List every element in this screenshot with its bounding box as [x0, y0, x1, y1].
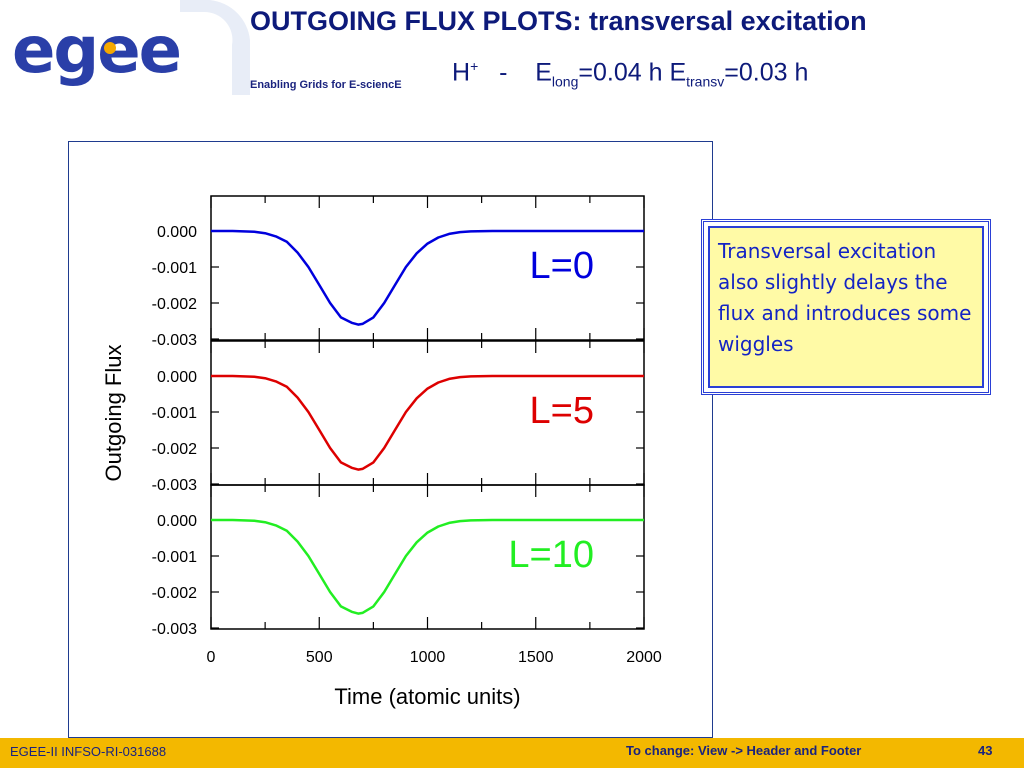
- panel-1-ytick-label: -0.001: [152, 405, 197, 422]
- panel-2-ytick-label: -0.002: [152, 585, 197, 602]
- footer-bar: EGEE-II INFSO-RI-031688 To change: View …: [0, 738, 1024, 768]
- chart-frame: 0.000 -0.001 -0.002 -0.003 L=0 0.000 -0.001 -0.…: [68, 141, 713, 738]
- e-long-value: =0.04 h: [578, 58, 663, 87]
- panel-0-ytick-label: 0.000: [157, 224, 197, 241]
- panel-2-ytick-label: -0.001: [152, 549, 197, 566]
- panel-0-ytick-label: -0.001: [152, 260, 197, 277]
- egee-logo: egee: [0, 0, 250, 95]
- tagline: Enabling Grids for E-sciencE: [250, 79, 402, 91]
- e-transv-symbol: E: [669, 58, 687, 87]
- xtick-label: 1500: [518, 649, 554, 666]
- series-2-line: [211, 518, 644, 615]
- subtitle-dash: -: [499, 58, 508, 87]
- note-text: Transversal excitation also slightly del…: [708, 226, 984, 388]
- xtick-label: 0: [207, 649, 216, 666]
- ion-symbol: H: [452, 58, 471, 87]
- series-0-label: L=0: [530, 245, 594, 287]
- e-transv-value: =0.03 h: [724, 58, 809, 87]
- panel-1-ytick-label: 0.000: [157, 369, 197, 386]
- panel-1-ytick-label: -0.003: [152, 477, 197, 494]
- x-axis-label: Time (atomic units): [334, 684, 520, 709]
- note-box: Transversal excitation also slightly del…: [701, 219, 991, 395]
- e-long-sub: long: [551, 73, 579, 90]
- page-title: OUTGOING FLUX PLOTS: transversal excitat…: [250, 6, 867, 36]
- e-transv-sub: transv: [686, 73, 725, 90]
- footer-project-id: EGEE-II INFSO-RI-031688: [10, 744, 167, 759]
- ion-charge: +: [470, 58, 479, 74]
- xtick-label: 500: [306, 649, 333, 666]
- panel-0-ytick-label: -0.002: [152, 296, 197, 313]
- xtick-label: 1000: [410, 649, 446, 666]
- y-axis-label: Outgoing Flux: [101, 345, 126, 482]
- page-number: 43: [978, 743, 993, 758]
- series-1-line: [211, 374, 644, 471]
- footer-hint: To change: View -> Header and Footer: [626, 743, 862, 758]
- page-subtitle: H+ - Elong=0.04 h Etransv=0.03 h: [452, 58, 808, 89]
- panel-2-ytick-label: -0.003: [152, 621, 197, 638]
- logo-wordmark: egee: [12, 14, 180, 88]
- panel-2-ytick-label: 0.000: [157, 513, 197, 530]
- flux-chart: 0.000 -0.001 -0.002 -0.003 L=0 0.000 -0.001 -0.…: [101, 195, 662, 709]
- e-long-symbol: E: [535, 58, 552, 87]
- panel-1-ytick-label: -0.002: [152, 441, 197, 458]
- xtick-label: 2000: [626, 649, 662, 666]
- series-1-label: L=5: [530, 390, 594, 432]
- series-2-label: L=10: [508, 534, 594, 576]
- series-0-line: [211, 229, 644, 326]
- panel-0-ytick-label: -0.003: [152, 332, 197, 349]
